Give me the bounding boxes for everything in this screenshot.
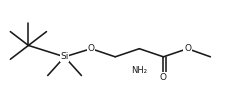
Text: O: O [159,73,166,82]
Text: NH₂: NH₂ [131,66,147,75]
Text: O: O [87,44,94,53]
Text: O: O [183,44,190,53]
Text: Si: Si [60,52,69,61]
